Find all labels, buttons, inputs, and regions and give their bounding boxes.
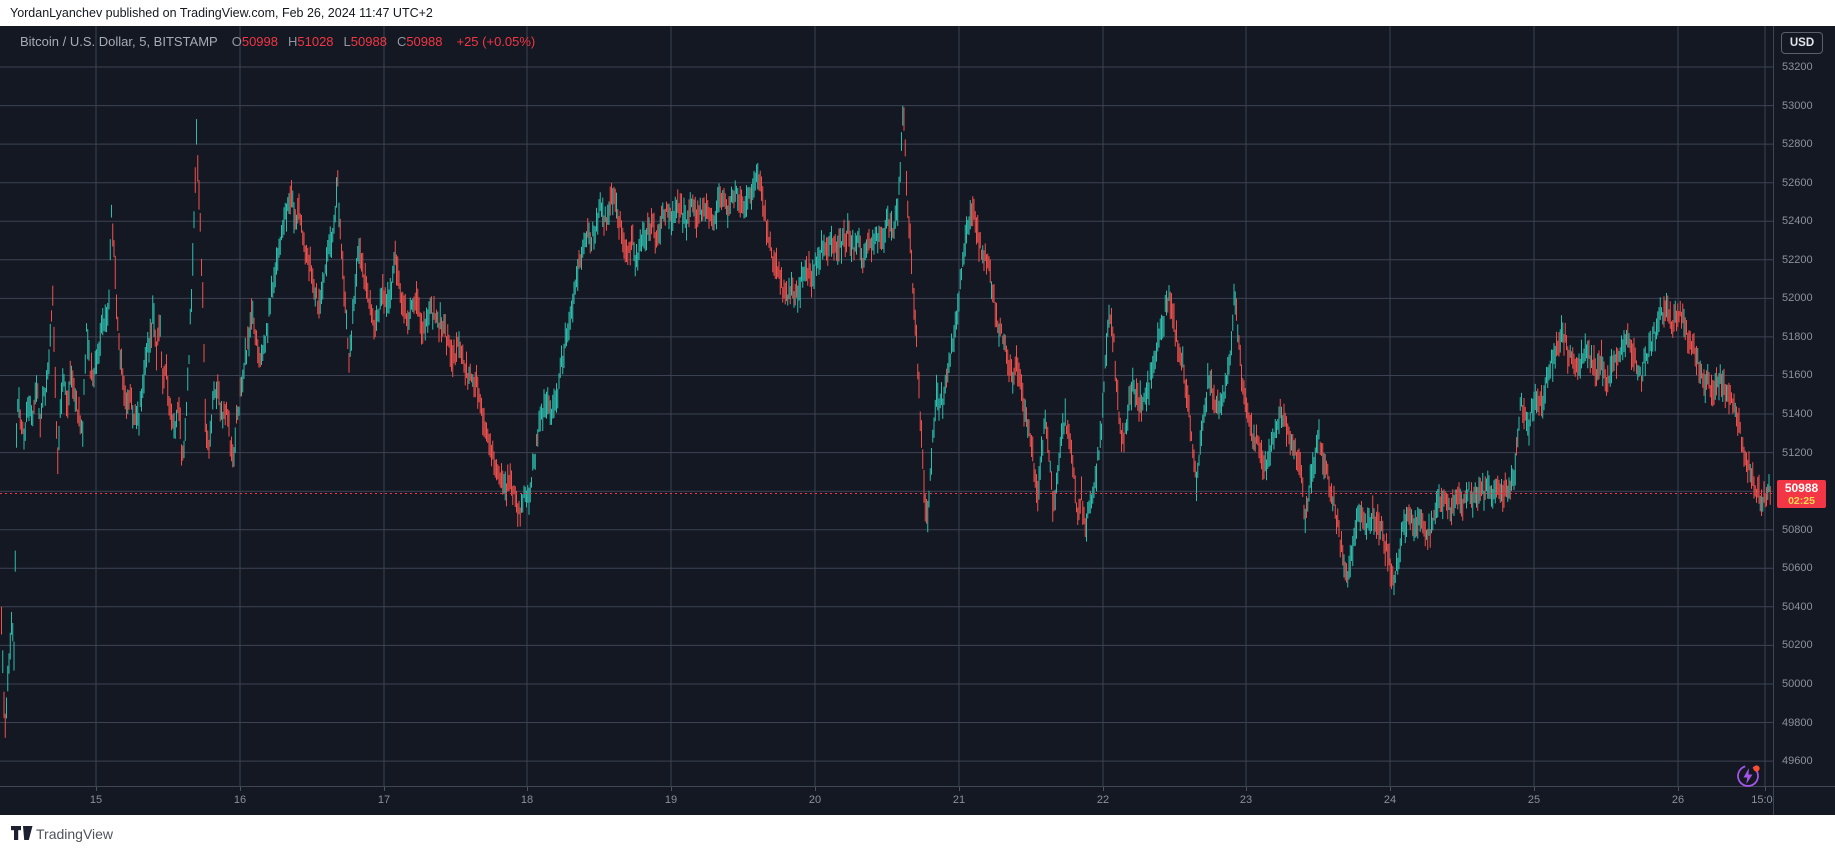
candlestick-pane[interactable]	[0, 26, 1773, 786]
time-tick-label: 15:00	[1751, 794, 1773, 806]
bar-countdown: 02:25	[1788, 494, 1815, 507]
flash-publish-icon[interactable]	[1735, 763, 1761, 789]
snapshot-header: YordanLyanchev published on TradingView.…	[0, 0, 1835, 26]
ohlc-close: C50988	[396, 34, 443, 49]
price-tick-label: 51200	[1782, 446, 1813, 459]
chart-container: Bitcoin / U.S. Dollar, 5, BITSTAMP O5099…	[0, 26, 1835, 816]
price-tick-label: 51800	[1782, 330, 1813, 343]
notification-dot	[1753, 765, 1760, 772]
axis-corner-divider	[1773, 787, 1774, 816]
price-tick-label: 50000	[1782, 677, 1813, 690]
time-tick-label: 20	[808, 794, 822, 806]
time-tick-mark	[96, 787, 97, 791]
snapshot-footer: TradingView	[0, 815, 1835, 853]
time-tick-mark	[671, 787, 672, 791]
lightning-bolt-icon	[1743, 768, 1753, 784]
price-tick-label: 50400	[1782, 600, 1813, 613]
price-tick-label: 52400	[1782, 215, 1813, 228]
change-value: +25 (+0.05%)	[456, 34, 536, 49]
ohlc-open: O50998	[231, 34, 278, 49]
symbol-title: Bitcoin / U.S. Dollar, 5, BITSTAMP	[20, 34, 218, 49]
time-axis[interactable]: 15 16 17 18 19 20 21 22 23 24 25 26 15:00	[0, 786, 1835, 816]
time-tick-mark	[1103, 787, 1104, 791]
price-tick-label: 51600	[1782, 369, 1813, 382]
time-tick-label: 15	[89, 794, 103, 806]
time-tick-label: 21	[952, 794, 966, 806]
tradingview-logo-icon	[11, 826, 33, 840]
price-tick-label: 49600	[1782, 755, 1813, 768]
price-tick-label: 52600	[1782, 176, 1813, 189]
price-tick-label: 52200	[1782, 253, 1813, 266]
chart-legend[interactable]: Bitcoin / U.S. Dollar, 5, BITSTAMP O5099…	[20, 34, 535, 49]
price-tick-label: 50800	[1782, 523, 1813, 536]
price-tick-label: 53000	[1782, 99, 1813, 112]
time-tick-label: 22	[1096, 794, 1110, 806]
time-tick-mark	[1534, 787, 1535, 791]
currency-toggle-button[interactable]: USD	[1781, 32, 1823, 54]
ohlc-high: H51028	[288, 34, 334, 49]
price-tick-label: 50200	[1782, 639, 1813, 652]
time-tick-label: 19	[664, 794, 678, 806]
ohlc-low: L50988	[343, 34, 387, 49]
time-tick-label: 25	[1527, 794, 1541, 806]
time-tick-mark	[1765, 787, 1766, 791]
price-tick-label: 49800	[1782, 716, 1813, 729]
price-tick-label: 51400	[1782, 408, 1813, 421]
time-tick-label: 16	[233, 794, 247, 806]
last-price-badge: 50988 02:25	[1777, 479, 1826, 508]
time-tick-mark	[1246, 787, 1247, 791]
price-axis[interactable]: USD 53200 53000 52800 52600 52400 52200 52000 5…	[1773, 26, 1835, 786]
price-tick-label: 52800	[1782, 138, 1813, 151]
time-tick-mark	[384, 787, 385, 791]
price-tick-label: 53200	[1782, 61, 1813, 73]
price-tick-label: 52000	[1782, 292, 1813, 305]
time-tick-mark	[1678, 787, 1679, 791]
attribution-text: YordanLyanchev published on TradingView.…	[10, 6, 433, 20]
price-tick-label: 50600	[1782, 562, 1813, 575]
time-tick-label: 17	[377, 794, 391, 806]
last-price-value: 50988	[1784, 480, 1819, 495]
time-tick-mark	[815, 787, 816, 791]
time-tick-label: 24	[1383, 794, 1397, 806]
time-tick-mark	[959, 787, 960, 791]
time-tick-mark	[1390, 787, 1391, 791]
time-tick-mark	[527, 787, 528, 791]
time-tick-label: 26	[1671, 794, 1685, 806]
tradingview-brand-text: TradingView	[36, 826, 114, 842]
time-tick-label: 18	[520, 794, 534, 806]
flash-circle	[1737, 765, 1759, 787]
time-tick-label: 23	[1239, 794, 1253, 806]
time-tick-mark	[240, 787, 241, 791]
